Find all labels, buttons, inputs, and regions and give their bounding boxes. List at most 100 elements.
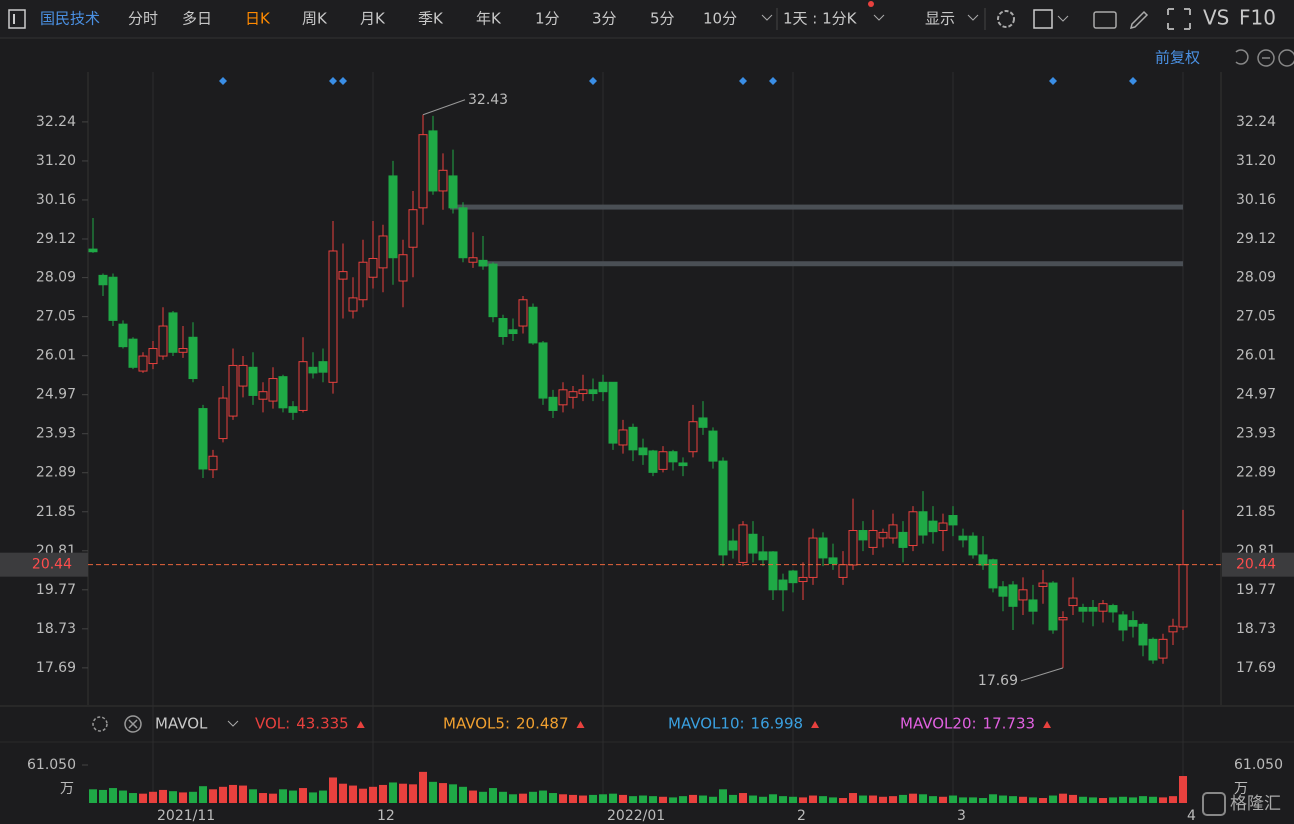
volume-bar — [179, 792, 187, 803]
zoom-out-icon[interactable] — [1257, 49, 1275, 67]
candle-body — [948, 515, 958, 526]
candle-body — [888, 524, 898, 539]
candle-body — [278, 376, 288, 409]
volume-bar — [829, 797, 837, 803]
y-tick-label: 23.93 — [36, 426, 76, 442]
candle-body — [778, 579, 788, 591]
candle-body — [658, 451, 668, 470]
x-tick-label: 3 — [957, 808, 966, 824]
volume-bar — [1059, 793, 1067, 803]
volume-bar — [729, 794, 737, 803]
zoom-in-icon[interactable] — [1278, 49, 1294, 67]
candle-body — [548, 396, 558, 411]
fullscreen-icon[interactable] — [1167, 8, 1191, 30]
x-tick-label: 4 — [1187, 808, 1196, 824]
period-tab[interactable]: 3分 — [592, 10, 617, 28]
volume-bar — [879, 796, 887, 803]
volume-bar — [639, 795, 647, 803]
undo-icon[interactable] — [1235, 49, 1249, 65]
candle-body — [198, 408, 208, 470]
candle-body — [1128, 620, 1138, 627]
period-tab[interactable]: 1分 — [535, 10, 560, 28]
volume-bar — [289, 790, 297, 803]
display-menu[interactable]: 显示 — [925, 10, 955, 28]
candle-body — [518, 299, 528, 327]
candle-body — [1058, 617, 1068, 621]
y-tick-label: 30.16 — [36, 192, 76, 208]
period-tab[interactable]: 10分 — [703, 10, 737, 28]
dropdown-arrow[interactable] — [761, 14, 773, 21]
volume-bar — [779, 796, 787, 803]
candle-body — [178, 348, 188, 353]
period-tab[interactable]: 月K — [360, 10, 386, 28]
dropdown-arrow[interactable] — [227, 720, 239, 727]
indicator-close-icon[interactable] — [124, 715, 142, 733]
volume-bar — [969, 797, 977, 803]
period-tab[interactable]: 季K — [418, 10, 444, 28]
dropdown-arrow[interactable] — [967, 14, 979, 21]
indicator-settings-icon[interactable] — [92, 716, 108, 732]
y-tick-label-right: 30.16 — [1236, 192, 1276, 208]
y-tick-label-right: 19.77 — [1236, 582, 1276, 598]
volume-bar — [649, 796, 657, 803]
y-tick-label: 28.09 — [36, 270, 76, 286]
volume-bar — [819, 796, 827, 803]
volume-bar — [679, 796, 687, 803]
period-tab[interactable]: 多日 — [182, 10, 212, 28]
period-tab[interactable]: 年K — [476, 10, 502, 28]
volume-bar — [629, 796, 637, 803]
volume-bar — [399, 783, 407, 803]
candle-body — [768, 551, 778, 591]
f10-button[interactable]: F10 — [1239, 6, 1276, 30]
candle-body — [718, 460, 728, 556]
candle-body — [218, 397, 228, 440]
candle-body — [748, 533, 758, 554]
y-tick-label-right: 17.69 — [1236, 660, 1276, 676]
volume-bar — [749, 795, 757, 803]
menu-icon[interactable] — [8, 9, 26, 29]
candle-body — [188, 336, 198, 380]
watermark: 格隆汇 — [1230, 794, 1281, 814]
adjust-mode[interactable]: 前复权 — [1155, 49, 1200, 67]
period-tab[interactable]: 5分 — [650, 10, 675, 28]
candle-body — [308, 366, 318, 374]
y-tick-label-right: 32.24 — [1236, 114, 1276, 130]
volume-bar — [109, 788, 117, 803]
indicator-name[interactable]: MAVOL — [155, 715, 208, 733]
pen-icon[interactable] — [1129, 10, 1149, 30]
candle-body — [938, 522, 948, 532]
volume-bar — [119, 790, 127, 803]
volume-bar — [439, 783, 447, 803]
candle-body — [998, 586, 1008, 597]
candle-body — [428, 130, 438, 192]
stock-name[interactable]: 国民技术 — [40, 10, 100, 28]
volume-bar — [689, 794, 697, 803]
settings-icon[interactable] — [997, 10, 1015, 28]
last-price-label-right: 20.44 — [1236, 557, 1276, 573]
camera-icon[interactable] — [1093, 11, 1117, 29]
candle-body — [1018, 589, 1028, 601]
high-label: 32.43 — [468, 92, 508, 108]
candle-body — [898, 531, 908, 548]
volume-bar — [269, 793, 277, 803]
candle-body — [608, 381, 618, 444]
period-tab[interactable]: 周K — [302, 10, 328, 28]
candle-body — [388, 175, 398, 259]
range-selector[interactable]: 1天 : 1分K — [783, 10, 858, 28]
vs-button[interactable]: VS — [1203, 6, 1229, 30]
y-tick-label: 29.12 — [36, 231, 76, 247]
volume-bar — [1119, 796, 1127, 803]
dropdown-arrow[interactable] — [873, 14, 885, 21]
volume-bar — [419, 771, 427, 803]
period-tab[interactable]: 日K — [245, 10, 271, 28]
volume-bar — [389, 782, 397, 803]
draw-icon[interactable] — [1033, 9, 1053, 29]
period-tab[interactable]: 分时 — [128, 10, 158, 28]
candle-body — [1008, 584, 1018, 607]
volume-bar — [249, 789, 257, 803]
candle-body — [728, 540, 738, 551]
volume-bar — [499, 791, 507, 803]
candle-body — [668, 451, 678, 463]
volume-bar — [509, 794, 517, 803]
dropdown-arrow[interactable] — [1057, 15, 1069, 22]
